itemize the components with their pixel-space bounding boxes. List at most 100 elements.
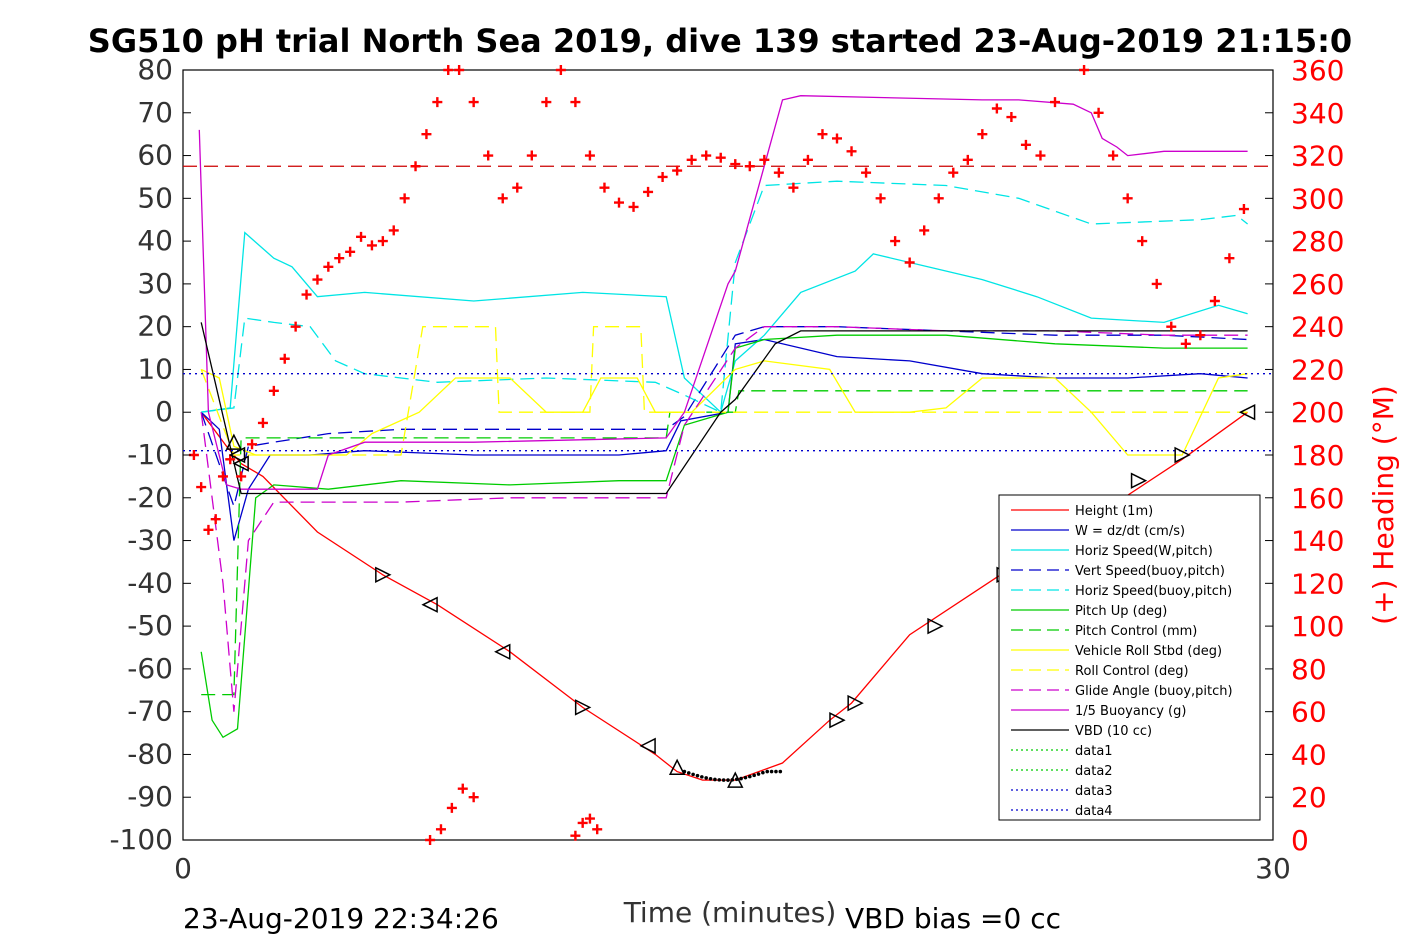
y-right-tick-label: 360: [1291, 54, 1344, 87]
y-left-tick-label: -50: [127, 609, 173, 642]
heading-point: [577, 817, 588, 828]
y-left-tick-label: -90: [127, 780, 173, 813]
heading-point: [541, 97, 552, 108]
heading-point: [1006, 112, 1017, 123]
heading-point: [570, 830, 581, 841]
heading-point: [432, 97, 443, 108]
y-axis-right-label: (+) Heading (°M): [1367, 385, 1400, 625]
heading-point: [773, 167, 784, 178]
heading-point: [584, 813, 595, 824]
legend-label: data2: [1075, 764, 1113, 779]
height-marker: [421, 596, 438, 613]
heading-point: [290, 321, 301, 332]
legend-label: Horiz Speed(buoy,pitch): [1075, 584, 1232, 599]
y-left-tick-label: -30: [127, 524, 173, 557]
heading-point: [425, 835, 436, 845]
dive-bottom-dot: [700, 775, 704, 779]
series-layer: [183, 95, 1273, 781]
x-axis: 0 30: [174, 832, 1291, 885]
x-tick-label: 30: [1255, 852, 1291, 885]
dive-bottom-dot: [691, 772, 695, 777]
series-line-vert-speed-buoy-pitch: [200, 326, 1248, 509]
heading-point: [1122, 193, 1133, 204]
y-right-tick-label: 40: [1291, 738, 1327, 771]
legend-label: Vehicle Roll Stbd (deg): [1075, 644, 1222, 659]
y-left-tick-label: -70: [127, 695, 173, 728]
heading-point: [421, 129, 432, 140]
y-right-tick-label: 60: [1291, 696, 1327, 729]
heading-point: [1224, 253, 1235, 264]
legend-label: Roll Control (deg): [1075, 664, 1189, 679]
heading-point: [468, 97, 479, 108]
dive-bottom-dot: [739, 776, 743, 781]
heading-point: [614, 197, 624, 208]
legend-label: data4: [1075, 804, 1113, 819]
heading-point: [643, 186, 654, 197]
heading-point: [247, 439, 258, 450]
height-marker: [232, 455, 249, 472]
y-right-tick-label: 100: [1291, 610, 1344, 643]
heading-point: [1137, 236, 1148, 247]
dive-bottom-dot: [752, 773, 756, 778]
heading-point: [592, 824, 603, 835]
y-left-tick-label: -100: [109, 823, 173, 856]
heading-point: [1209, 296, 1220, 306]
legend-label: W = dz/dt (cm/s): [1075, 524, 1185, 539]
heading-point: [904, 257, 915, 268]
series-line-pitch-up-deg: [200, 334, 1248, 739]
heading-point: [301, 289, 312, 300]
heading-point: [323, 261, 334, 272]
height-marker: [639, 737, 656, 755]
y-left-tick-label: 80: [137, 53, 173, 86]
height-marker: [375, 566, 392, 583]
footer-timestamp: 23-Aug-2019 22:34:26: [183, 902, 499, 935]
heading-point: [933, 193, 944, 204]
y-right-tick-label: 340: [1291, 97, 1344, 130]
heading-point: [977, 129, 988, 140]
y-right-tick-label: 140: [1291, 525, 1344, 558]
heading-point: [919, 225, 930, 236]
legend-label: Height (1m): [1075, 504, 1153, 519]
dive-bottom-dot: [717, 778, 722, 782]
y-left-tick-label: -40: [127, 566, 173, 599]
dive-bottom-dot: [713, 777, 717, 782]
y-right-tick-label: 240: [1291, 311, 1344, 344]
heading-point: [672, 165, 683, 176]
heading-point: [875, 193, 886, 204]
y-right-tick-label: 160: [1291, 482, 1344, 515]
heading-point: [236, 471, 247, 482]
height-marker: [668, 758, 686, 776]
y-right-tick-label: 220: [1291, 353, 1344, 386]
dive-bottom-dot: [756, 772, 761, 776]
heading-point: [1166, 321, 1177, 332]
x-tick-label: 0: [174, 852, 192, 885]
y-left-tick-label: 10: [137, 352, 173, 385]
series-line-w-dz-dt-cm-s: [200, 338, 1248, 541]
heading-point: [832, 133, 842, 144]
dive-bottom-dot: [774, 769, 778, 774]
heading-point: [1079, 65, 1090, 75]
heading-point: [468, 792, 479, 803]
heading-point: [366, 240, 377, 251]
dive-bottom-dot: [734, 777, 739, 782]
heading-point: [1151, 278, 1162, 289]
legend-label: Glide Angle (buoy,pitch): [1075, 684, 1233, 699]
dive-bottom-dot: [761, 770, 765, 775]
legend-label: data3: [1075, 784, 1113, 799]
dive-bottom-dot: [730, 777, 735, 782]
heading-point: [196, 482, 207, 493]
dive-bottom-dot: [748, 774, 752, 779]
height-marker: [847, 694, 864, 712]
heading-point: [345, 246, 356, 257]
height-marker: [927, 617, 944, 635]
height-marker: [829, 712, 846, 729]
legend-label: Horiz Speed(W,pitch): [1075, 544, 1213, 559]
heading-point: [788, 182, 799, 193]
y-right-tick-label: 20: [1291, 781, 1327, 814]
heading-point: [584, 150, 595, 161]
legend-label: 1/5 Buoyancy (g): [1075, 704, 1186, 719]
dive-bottom-dot: [686, 771, 691, 775]
heading-point: [446, 802, 457, 813]
series-line-height-1m: [200, 411, 1248, 781]
